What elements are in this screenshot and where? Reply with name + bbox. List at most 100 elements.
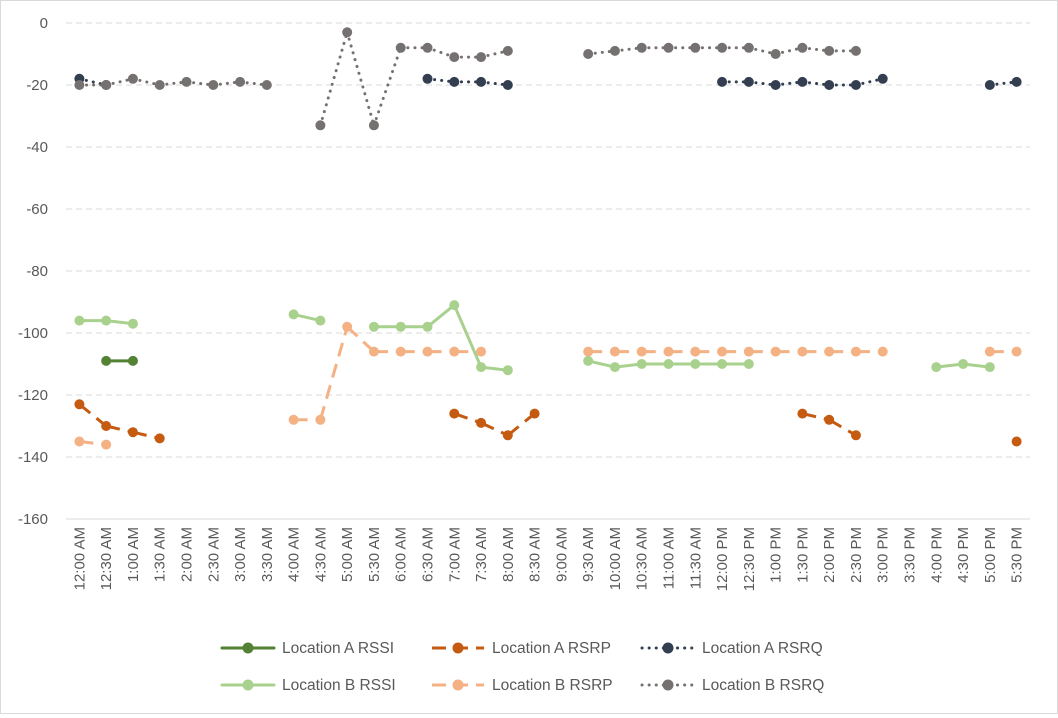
data-point [395, 346, 406, 357]
data-point [342, 321, 353, 332]
data-point [422, 321, 433, 332]
data-point [690, 359, 701, 369]
data-point [74, 80, 85, 90]
data-point [288, 414, 299, 425]
series-segment [104, 77, 135, 87]
x-tick-label: 12:30 PM [741, 527, 758, 591]
data-point [824, 414, 835, 425]
data-point [529, 408, 540, 419]
x-tick-label: 2:30 AM [205, 527, 222, 582]
x-tick-label: 4:30 AM [312, 527, 329, 582]
data-point [877, 346, 888, 357]
data-point [770, 49, 781, 59]
data-point [850, 346, 861, 357]
data-point [101, 80, 112, 90]
series-segment [854, 77, 885, 87]
legend-item: Location B RSRP [432, 677, 613, 694]
data-point [850, 80, 861, 90]
x-tick-label: 1:30 AM [152, 527, 169, 582]
series-segment [506, 412, 536, 437]
data-point [502, 80, 513, 90]
data-point [368, 321, 379, 332]
legend-item: Location A RSSI [220, 640, 394, 657]
series-segment [318, 326, 349, 421]
data-point [422, 73, 433, 84]
legend-item: Location A RSRQ [640, 640, 823, 657]
series-segment [131, 77, 162, 87]
y-tick-label: -120 [18, 387, 48, 404]
data-point [127, 318, 138, 329]
data-point [208, 80, 219, 90]
data-point [717, 42, 728, 53]
data-point [74, 315, 85, 326]
x-tick-label: 11:00 AM [661, 527, 678, 589]
series-location-b-rsrq [74, 27, 861, 131]
y-tick-label: -20 [26, 77, 48, 94]
data-point [797, 42, 808, 53]
x-tick-label: 6:30 AM [420, 527, 437, 582]
x-tick-label: 2:00 PM [821, 527, 838, 583]
data-point [609, 346, 620, 357]
series-location-a-rssi [101, 355, 138, 366]
y-tick-label: 0 [40, 15, 48, 32]
x-tick-label: 8:00 AM [500, 527, 517, 582]
data-point [476, 52, 487, 63]
data-point [1011, 76, 1022, 87]
x-tick-label: 7:30 AM [473, 527, 490, 582]
data-point [368, 120, 379, 131]
data-point [315, 315, 326, 326]
data-point [449, 76, 460, 87]
data-point [797, 408, 808, 419]
line-chart: 0-20-40-60-80-100-120-140-160 12:00 AM 12… [18, 15, 1030, 591]
legend-label: Location A RSSI [282, 640, 394, 657]
data-point [74, 399, 85, 410]
y-tick-label: -140 [18, 449, 48, 466]
data-point [422, 346, 433, 357]
data-point [636, 346, 647, 357]
data-point [583, 49, 594, 59]
series-segment [426, 46, 456, 59]
series-segment [372, 46, 403, 127]
data-point [127, 73, 138, 84]
data-point [476, 417, 487, 428]
data-point [984, 80, 995, 90]
data-point [181, 76, 192, 87]
x-tick-label: 5:00 AM [339, 527, 356, 582]
data-point [101, 421, 112, 431]
data-point [690, 42, 701, 53]
data-point [101, 439, 112, 450]
gridlines [66, 22, 1030, 520]
data-point [476, 362, 487, 373]
x-tick-label: 2:00 AM [179, 527, 196, 582]
data-point [449, 52, 460, 63]
series-segment [77, 77, 108, 87]
data-point [743, 346, 754, 357]
data-point [984, 346, 995, 357]
y-tick-label: -160 [18, 511, 48, 528]
x-tick-label: 9:30 AM [580, 527, 597, 582]
x-tick-label: 12:00 AM [71, 527, 88, 590]
x-tick-label: 3:00 PM [875, 527, 892, 583]
data-point [690, 346, 701, 357]
data-point [502, 365, 513, 376]
series-segment [747, 46, 778, 56]
data-point [877, 73, 888, 84]
y-tick-label: -60 [26, 201, 48, 218]
data-point [476, 76, 487, 87]
series-location-a-rsrp [74, 399, 1022, 447]
x-tick-label: 4:00 AM [286, 527, 303, 582]
y-axis-tick-labels: 0 -20 -40 -60 -80 -100 -120 -140 -160 [18, 15, 48, 528]
data-point [663, 359, 674, 369]
series-segment [774, 46, 804, 56]
data-point [395, 321, 406, 332]
x-tick-label: 5:30 PM [1009, 527, 1026, 583]
legend-label: Location A RSRP [492, 640, 611, 657]
legend: Location A RSSI Location A RSRP Location A… [220, 640, 824, 694]
x-tick-label: 12:30 AM [98, 527, 115, 590]
x-tick-label: 2:30 PM [848, 527, 865, 583]
x-axis-tick-labels: 12:00 AM 12:30 AM 1:00 AM 1:30 AM 2:00 AM 2:3… [71, 527, 1025, 591]
y-tick-label: -100 [18, 325, 48, 342]
data-point [288, 309, 299, 320]
series-segment [345, 30, 376, 127]
data-point [583, 346, 594, 357]
